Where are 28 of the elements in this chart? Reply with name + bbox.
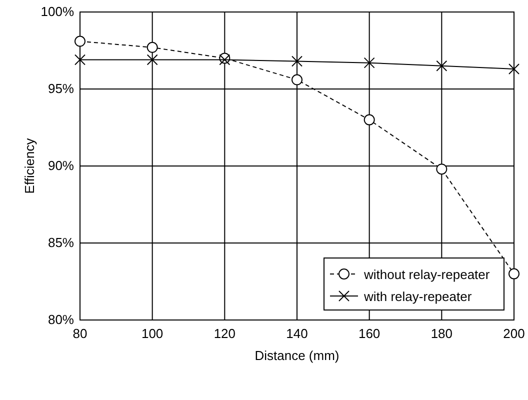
point	[436, 60, 448, 72]
x-tick-label: 160	[358, 326, 380, 341]
x-tick-label: 80	[72, 326, 88, 341]
x-axis-title: Distance (mm)	[254, 348, 340, 363]
point	[74, 54, 86, 66]
point	[74, 36, 86, 47]
x-tick-label: 200	[503, 326, 525, 341]
point	[292, 74, 302, 86]
point	[508, 63, 520, 74]
point	[364, 114, 375, 126]
y-tick-label: 80%	[48, 312, 74, 327]
point	[292, 56, 302, 67]
legend-label: with relay-repeater	[363, 289, 472, 304]
point	[146, 42, 158, 53]
point	[508, 268, 520, 280]
legend-label: without relay-repeater	[363, 267, 490, 282]
point	[364, 57, 375, 68]
x-tick-label: 180	[430, 326, 453, 341]
y-axis-title: Efficiency	[22, 138, 37, 194]
y-tick-label: 95%	[48, 81, 74, 96]
x-tick-label: 100	[141, 326, 164, 341]
y-tick-label: 85%	[48, 235, 74, 250]
x-tick-label: 120	[214, 326, 236, 341]
x-tick-label: 140	[286, 326, 308, 341]
point	[146, 54, 158, 66]
y-tick-label: 100%	[40, 4, 74, 19]
y-tick-label: 90%	[48, 158, 74, 173]
point	[436, 164, 448, 175]
